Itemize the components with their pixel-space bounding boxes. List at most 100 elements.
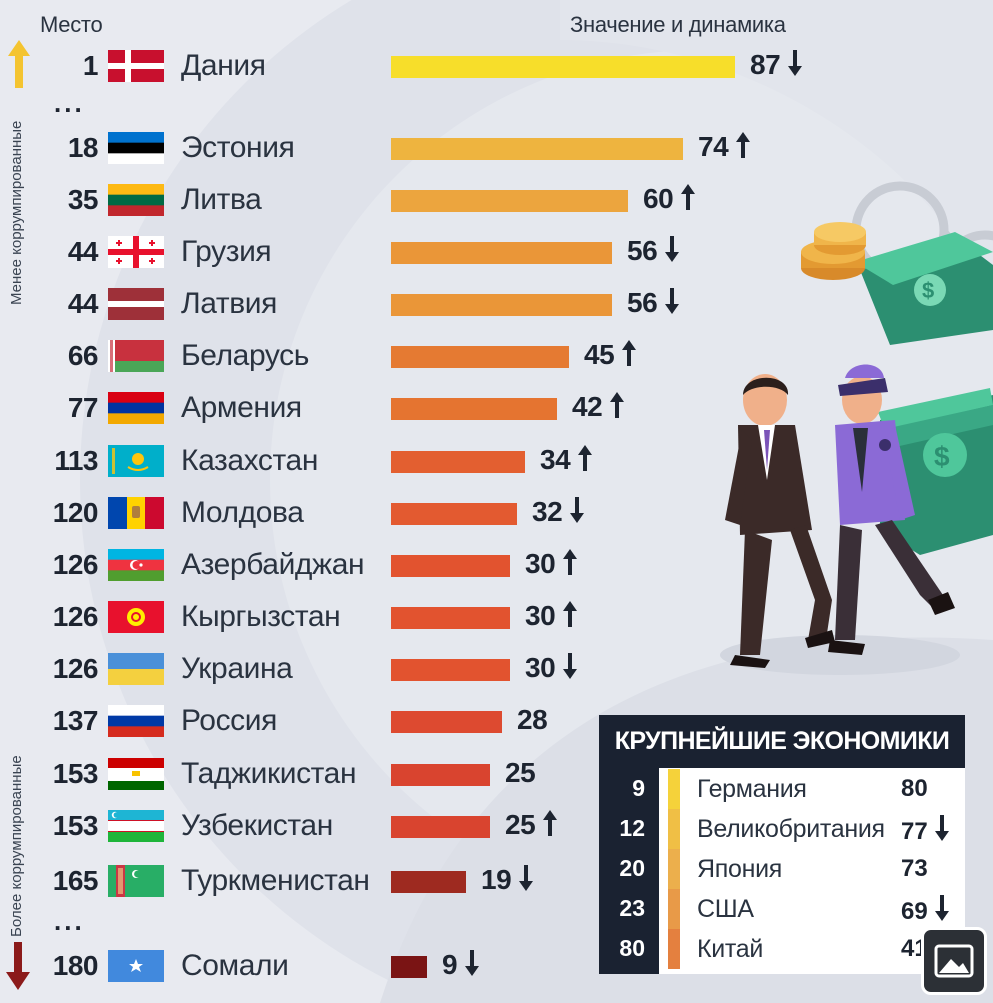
value-text: 30: [525, 652, 556, 683]
flag-belarus-icon: [108, 340, 164, 372]
bar: [391, 451, 525, 473]
trend-up-icon: [563, 601, 578, 627]
country-label: Азербайджан: [181, 548, 365, 581]
value-text: 56: [627, 235, 658, 266]
chart-row: 153 Таджикистан 25: [0, 754, 993, 794]
country-label: Туркменистан: [181, 864, 370, 897]
chart-row: 35 Литва 60: [0, 180, 993, 220]
value-text: 87: [750, 49, 781, 80]
country-flag: [108, 549, 164, 581]
flag-azerbaijan-icon: [108, 549, 164, 581]
trend-up-icon: [610, 392, 625, 418]
economy-value-text: 80: [901, 775, 928, 802]
economy-country: Германия: [697, 775, 807, 803]
country-label: Дания: [181, 49, 266, 82]
flag-lithuania-icon: [108, 184, 164, 216]
bar: [391, 607, 510, 629]
flag-latvia-icon: [108, 288, 164, 320]
value-text: 34: [540, 444, 571, 475]
chart-row: 180 Сомали 9: [0, 946, 993, 986]
bar: [391, 711, 502, 733]
economy-color-strip: [668, 849, 680, 889]
value-text: 9: [442, 949, 458, 980]
rank-label: 35: [67, 184, 99, 215]
bar: [391, 871, 466, 893]
rank-label: 77: [67, 392, 99, 423]
value-text: 25: [505, 757, 536, 788]
trend-up-icon: [563, 549, 578, 575]
trend-down-icon: [570, 497, 585, 523]
chart-row: 137 Россия 28: [0, 701, 993, 741]
rank-label: 18: [67, 132, 99, 163]
economy-value: 73: [901, 855, 934, 883]
value-label: 30: [525, 548, 578, 582]
economy-value-text: 77: [901, 818, 928, 845]
economy-rank: 12: [619, 815, 645, 841]
trend-up-icon: [622, 340, 637, 366]
bar: [391, 56, 735, 78]
bar: [391, 398, 557, 420]
country-flag: [108, 758, 164, 790]
svg-text:$: $: [934, 441, 950, 472]
economy-rank: 20: [619, 855, 645, 881]
value-header: Значение и динамика: [570, 12, 786, 37]
value-text: 25: [505, 809, 536, 840]
rank-label: 120: [52, 497, 99, 528]
economy-color-strip: [668, 769, 680, 809]
country-label: Армения: [181, 391, 302, 424]
value-label: 87: [750, 49, 803, 83]
flag-armenia-icon: [108, 392, 164, 424]
trend-down-icon: [563, 653, 578, 679]
flag-somalia-icon: [108, 950, 164, 982]
country-flag: [108, 865, 164, 897]
country-flag: [108, 184, 164, 216]
rank-label: 126: [52, 549, 99, 580]
country-flag: [108, 601, 164, 633]
economy-row: 80 Китай 41: [599, 929, 965, 969]
bar: [391, 294, 612, 316]
country-flag: [108, 950, 164, 982]
value-label: 56: [627, 235, 680, 269]
flag-turkmenistan-icon: [108, 865, 164, 897]
chart-row: 120 Молдова 32: [0, 493, 993, 533]
flag-tajikistan-icon: [108, 758, 164, 790]
economy-rank: 23: [619, 895, 645, 921]
value-label: 25: [505, 809, 558, 843]
flag-estonia-icon: [108, 132, 164, 164]
image-gallery-button[interactable]: [921, 927, 987, 995]
ellipsis-bottom: ...: [54, 906, 85, 936]
economy-color-strip: [668, 809, 680, 849]
arrow-down-icon: [6, 942, 30, 990]
chart-row: 66 Беларусь 45: [0, 336, 993, 376]
trend-up-icon: [681, 184, 696, 210]
svg-text:$: $: [922, 278, 934, 303]
largest-economies-panel: КРУПНЕЙШИЕ ЭКОНОМИКИ 9 Германия 80 12 Велик…: [599, 715, 965, 974]
economy-country: США: [697, 895, 754, 923]
economy-value: 77: [901, 815, 950, 848]
value-text: 32: [532, 496, 563, 527]
rank-label: 113: [54, 445, 98, 476]
value-label: 32: [532, 496, 585, 530]
value-label: 30: [525, 652, 578, 686]
flag-uzbekistan-icon: [108, 810, 164, 842]
country-flag: [108, 810, 164, 842]
country-flag: [108, 705, 164, 737]
chart-row: 44 Латвия 56: [0, 284, 993, 324]
country-label: Таджикистан: [181, 757, 357, 790]
country-flag: [108, 392, 164, 424]
trend-down-icon: [935, 895, 950, 921]
chart-row: 44 Грузия 56: [0, 232, 993, 272]
trend-down-icon: [465, 950, 480, 976]
value-text: 28: [517, 704, 548, 735]
value-text: 42: [572, 391, 603, 422]
bar: [391, 659, 510, 681]
value-label: 74: [698, 131, 751, 165]
police-officer-illustration: [828, 364, 955, 655]
chart-row: 77 Армения 42: [0, 388, 993, 428]
value-label: 42: [572, 391, 625, 425]
economy-color-strip: [668, 929, 680, 969]
image-icon: [934, 944, 974, 978]
chart-row: 165 Туркменистан 19: [0, 861, 993, 901]
rank-label: 180: [52, 950, 99, 981]
country-label: Литва: [181, 183, 262, 216]
